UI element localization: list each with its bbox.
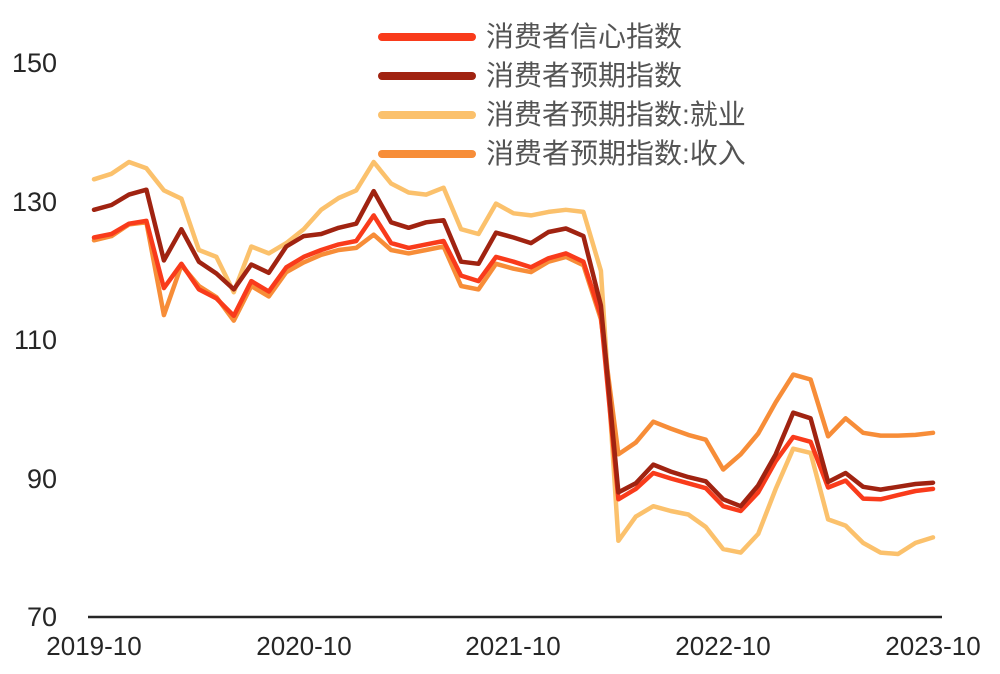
y-tick-label: 150 <box>11 48 57 78</box>
series-lines <box>91 159 936 557</box>
legend-label-income: 消费者预期指数:收入 <box>486 137 746 169</box>
legend-swatch-employment <box>378 110 476 119</box>
y-tick-label: 70 <box>26 602 57 632</box>
legend: 消费者信心指数 消费者预期指数 消费者预期指数:就业 消费者预期指数:收入 <box>378 17 746 173</box>
legend-swatch-expectation <box>378 71 476 80</box>
legend-item-employment: 消费者预期指数:就业 <box>378 95 746 134</box>
y-tick-label: 110 <box>13 325 57 355</box>
legend-swatch-confidence <box>378 32 476 41</box>
legend-item-confidence: 消费者信心指数 <box>378 17 746 56</box>
series-line-2 <box>91 159 936 557</box>
x-tick-label: 2019-10 <box>46 631 142 661</box>
x-tick-label: 2023-10 <box>885 631 981 661</box>
legend-label-confidence: 消费者信心指数 <box>486 20 683 52</box>
x-tick-label: 2020-10 <box>256 631 352 661</box>
legend-item-income: 消费者预期指数:收入 <box>378 134 746 173</box>
series-line-1 <box>91 187 936 509</box>
legend-label-employment: 消费者预期指数:就业 <box>486 98 746 130</box>
legend-item-expectation: 消费者预期指数 <box>378 56 746 95</box>
y-tick-label: 90 <box>26 464 57 494</box>
legend-label-expectation: 消费者预期指数 <box>486 59 683 91</box>
y-tick-label: 130 <box>11 187 57 217</box>
x-tick-label: 2022-10 <box>675 631 771 661</box>
x-tick-label: 2021-10 <box>465 631 561 661</box>
series-line-3 <box>91 220 936 472</box>
series-line-0 <box>91 213 936 514</box>
legend-swatch-income <box>378 149 476 158</box>
